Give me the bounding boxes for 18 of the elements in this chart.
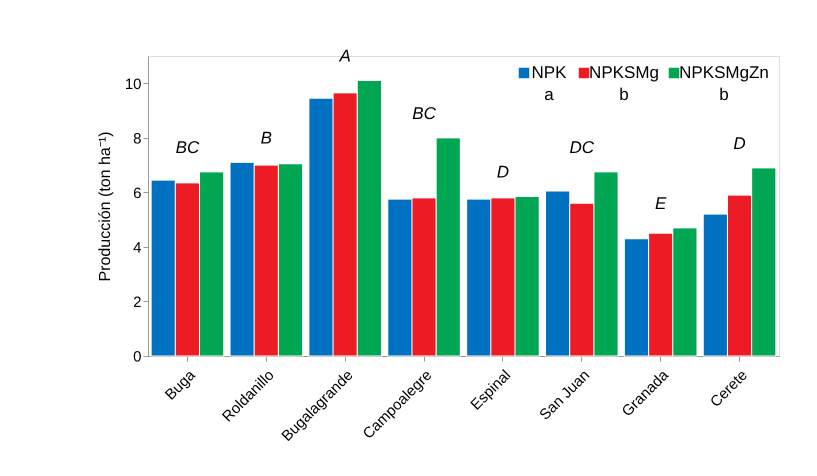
y-tick-label: 6 <box>133 184 142 202</box>
annotation: D <box>496 162 510 182</box>
annotation: E <box>655 194 668 213</box>
annotation: BC <box>412 104 437 123</box>
annotation: BC <box>176 138 200 157</box>
y-tick-label: 2 <box>133 294 142 311</box>
annotation: B <box>260 128 272 148</box>
legend-label: NPKSMgZn b <box>679 63 769 104</box>
legend-label: NPKSMg b <box>589 63 659 104</box>
y-tick-label: 10 <box>124 76 142 93</box>
legend-label: NPK a <box>532 63 568 104</box>
annotation: D <box>733 134 746 153</box>
annotation: DC <box>570 138 595 157</box>
y-tick-label: 4 <box>133 239 142 256</box>
y-axis-title: Producción (ton ha⁻¹) <box>96 132 114 282</box>
annotation: A <box>338 46 351 66</box>
y-tick-label: 0 <box>133 348 142 366</box>
y-tick-label: 8 <box>133 130 142 148</box>
